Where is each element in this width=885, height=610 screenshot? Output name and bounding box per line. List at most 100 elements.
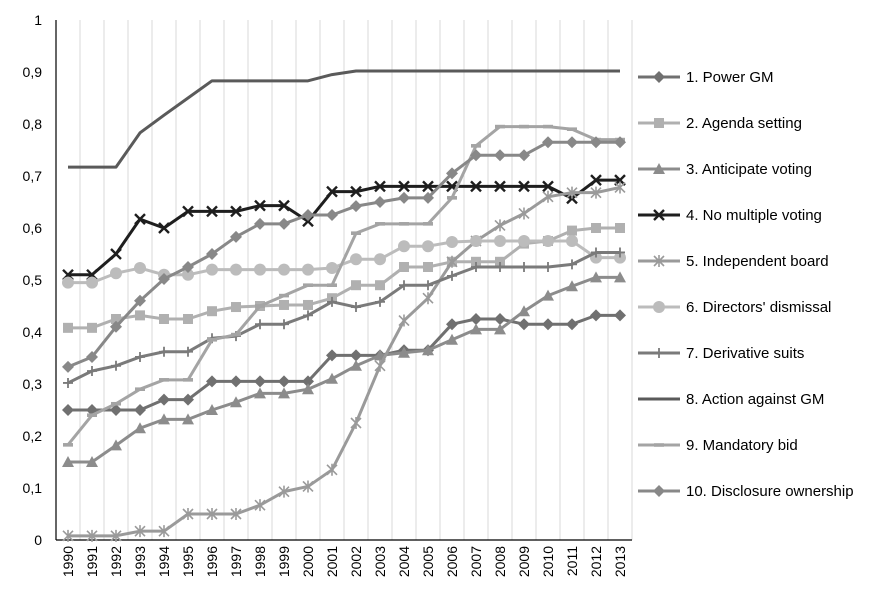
legend-item: 2. Agenda setting [638, 115, 802, 132]
series-point [542, 235, 554, 247]
series-5 [62, 181, 626, 542]
series-point [399, 262, 409, 272]
series-point [543, 124, 553, 129]
series-point [543, 262, 553, 272]
series-point [303, 283, 313, 287]
series-point [471, 256, 481, 267]
series-point [590, 271, 602, 283]
series-point [542, 190, 554, 203]
series-point [134, 213, 146, 226]
series-point [135, 310, 145, 321]
series-point [63, 443, 73, 447]
y-tick-label: 0,6 [23, 220, 43, 236]
series-point [653, 209, 665, 221]
series-point [134, 404, 146, 416]
series-point [254, 387, 266, 399]
series-point [231, 332, 241, 337]
series-point [110, 267, 122, 280]
x-tick-label: 2003 [372, 546, 388, 577]
series-point [494, 219, 506, 232]
series-point [326, 209, 338, 221]
x-tick-label: 2005 [420, 546, 436, 577]
series-point [351, 302, 361, 313]
series-point [470, 313, 482, 325]
series-point [110, 404, 122, 416]
series-point [350, 417, 362, 429]
series-point [398, 346, 410, 358]
series-point [375, 296, 385, 307]
series-point [653, 163, 665, 174]
x-tick-label: 2006 [444, 546, 460, 577]
series-point [110, 320, 122, 333]
x-tick-label: 2004 [396, 546, 412, 577]
x-tick-label: 2010 [540, 546, 556, 577]
y-axis-tick-labels: 0 0,1 0,2 0,3 0,4 0,5 0,6 0,7 0,8 0,9 1 [23, 12, 43, 548]
series-point [567, 259, 577, 270]
series-point [230, 508, 242, 520]
series-point [254, 263, 266, 276]
series-point [230, 263, 242, 276]
series-point [590, 186, 602, 199]
series-point [206, 248, 218, 260]
series-point [494, 323, 506, 335]
series-point [110, 248, 122, 260]
x-tick-label: 1991 [84, 546, 100, 577]
series-point [278, 263, 290, 276]
legend: 1. Power GM 2. Agenda setting 3. Anticipat… [638, 69, 854, 500]
series-point [518, 149, 530, 162]
series-point [518, 180, 530, 193]
series-point [519, 124, 529, 129]
series-point [422, 344, 434, 356]
series-point [279, 319, 289, 330]
series-point [134, 525, 146, 538]
series-point [446, 255, 458, 268]
series-point [327, 296, 337, 307]
series-point [398, 191, 410, 204]
x-axis-tick-labels: 1990 1991 1992 1993 1994 1995 1996 1997 1998 1999… [60, 546, 628, 577]
series-point [471, 262, 481, 272]
series-point [566, 280, 578, 292]
series-point [111, 401, 121, 406]
y-tick-label: 1 [34, 12, 42, 28]
series-point [62, 456, 74, 467]
series-point [494, 149, 506, 162]
series-line [68, 178, 620, 277]
series-point [206, 205, 218, 218]
series-point [350, 253, 362, 266]
series-point [303, 299, 313, 310]
series-point [87, 322, 97, 333]
legend-label: 4. No multiple voting [686, 207, 822, 224]
series-point [159, 378, 169, 382]
series-point [111, 314, 121, 324]
series-point [518, 305, 530, 317]
series-point [254, 217, 266, 230]
series-point [374, 180, 386, 193]
series-point [303, 310, 313, 321]
series-point [278, 375, 290, 388]
y-tick-label: 0,1 [23, 480, 43, 496]
series-point [278, 485, 290, 498]
legend-label: 2. Agenda setting [686, 115, 802, 132]
series-point [374, 196, 386, 208]
series-point [350, 185, 362, 198]
x-tick-label: 1997 [228, 546, 244, 577]
x-tick-label: 2011 [564, 546, 580, 576]
series-point [350, 200, 362, 213]
series-point [279, 299, 289, 310]
series-point [86, 456, 98, 467]
series-point [567, 225, 577, 236]
series-4 [62, 174, 626, 281]
series-point [446, 236, 458, 249]
series-point [183, 346, 193, 357]
series-point [278, 217, 290, 230]
series-point [62, 360, 74, 373]
series-point [302, 383, 314, 395]
series-point [230, 375, 242, 388]
series-point [470, 323, 482, 335]
series-point [446, 333, 458, 345]
series-point [398, 314, 410, 327]
series-point [351, 231, 361, 235]
series-point [62, 404, 74, 416]
series-point [63, 377, 73, 388]
axes [55, 20, 632, 541]
